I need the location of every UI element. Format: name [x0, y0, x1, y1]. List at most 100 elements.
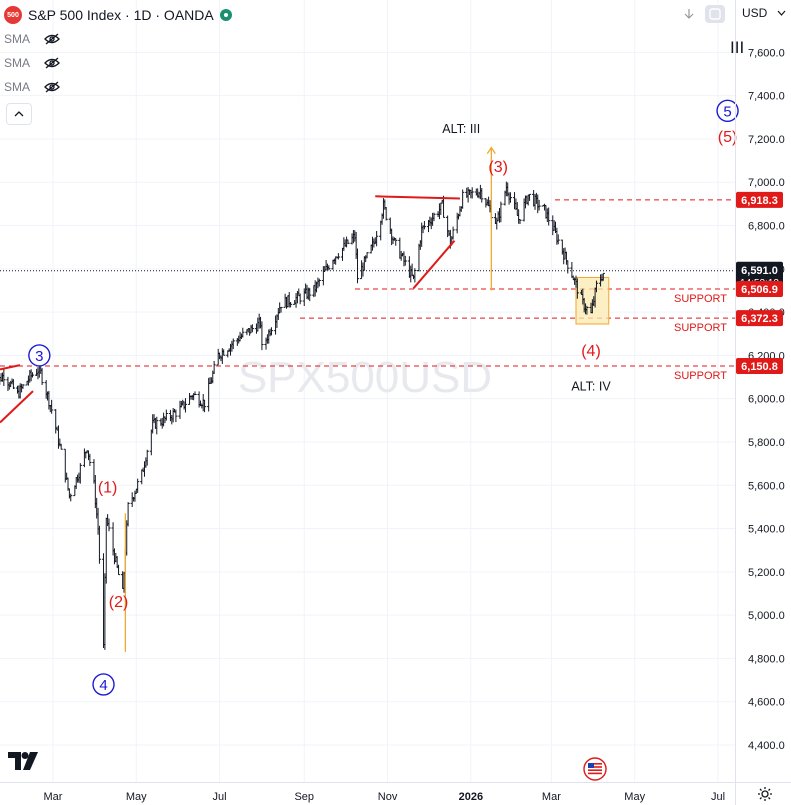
- time-axis-tick: May: [126, 791, 147, 803]
- ohlc-bar: [601, 272, 605, 281]
- support-label: SUPPORT: [674, 293, 727, 305]
- indicator-row[interactable]: SMA: [4, 54, 60, 72]
- chart-top-controls: [683, 5, 725, 23]
- price-level-tag: [736, 191, 783, 208]
- trendline: [412, 240, 456, 289]
- price-levels: [0, 199, 735, 367]
- ohlc-bar: [193, 391, 197, 396]
- price-axis-tick: 4,400.0: [748, 740, 785, 752]
- chart-header: 500 S&P 500 Index · 1D · OANDA: [4, 5, 232, 25]
- time-axis-tick: Jul: [213, 791, 227, 803]
- price-axis-tick: 6,000.0: [748, 394, 785, 406]
- ohlc-bar: [183, 398, 188, 413]
- currency-selector[interactable]: USD: [742, 6, 786, 20]
- time-axis: Mar May Jul Sep Nov 2026 Mar May Jul: [44, 791, 726, 803]
- ohlc-bar: [327, 265, 331, 271]
- arrow-down-icon[interactable]: [683, 8, 695, 20]
- ohlc-bar: [403, 255, 407, 266]
- ohlc-bar: [78, 463, 82, 484]
- ohlc-bar: [384, 207, 388, 221]
- ohlc-bar: [145, 449, 149, 466]
- time-axis-tick: Mar: [542, 791, 561, 803]
- price-level-tag: [736, 280, 783, 297]
- price-axis-tick: 7,200.0: [748, 134, 785, 146]
- annotations-front: SUPPORT SUPPORT SUPPORT 3 4 5 (1) (2) (3) (4) (5) A…: [0, 38, 744, 781]
- ohlc-bar: [461, 189, 465, 209]
- ohlc-bar: [260, 321, 264, 351]
- tradingview-logo[interactable]: [8, 752, 40, 770]
- ohlc-bar: [107, 518, 111, 532]
- snapshot-icon: [709, 8, 721, 20]
- ohlc-bar: [174, 409, 178, 423]
- price-axis-tick: 4,600.0: [748, 697, 785, 709]
- ohlc-bar: [250, 324, 254, 333]
- symbol-title[interactable]: S&P 500 Index · 1D · OANDA: [28, 7, 214, 23]
- wave-label-text: ALT: III: [442, 122, 480, 136]
- support-label: SUPPORT: [674, 370, 727, 382]
- time-axis-tick: Sep: [294, 791, 314, 803]
- price-axis-tick: 4,800.0: [748, 653, 785, 665]
- wave-label-red: (5): [718, 129, 738, 146]
- indicator-label: SMA: [4, 56, 31, 70]
- eye-hidden-icon[interactable]: [44, 81, 60, 93]
- ohlc-bar: [279, 306, 283, 313]
- chevron-down-icon: [777, 10, 786, 16]
- ohlc-bar: [441, 195, 446, 218]
- indicator-row[interactable]: SMA: [4, 78, 60, 96]
- eye-hidden-icon[interactable]: [44, 33, 60, 45]
- ohlc-bar: [594, 280, 599, 293]
- ohlc-bar: [69, 493, 73, 502]
- indicator-label: SMA: [4, 32, 31, 46]
- ohlc-bar: [518, 218, 522, 224]
- gear-icon[interactable]: [757, 786, 773, 802]
- ohlc-bar: [394, 238, 398, 246]
- price-level-value: 6,506.9: [741, 284, 778, 296]
- flag-icon-canton: [588, 763, 594, 768]
- market-status-icon: [219, 9, 232, 21]
- snapshot-button[interactable]: [705, 5, 725, 23]
- time-axis-tick: May: [624, 791, 645, 803]
- price-level-value: 6,150.8: [741, 361, 778, 373]
- wave-label-red: (1): [98, 479, 118, 496]
- ohlc-bar: [231, 338, 235, 350]
- time-axis-tick: Mar: [44, 791, 63, 803]
- ohlc-bar: [346, 239, 350, 245]
- ohlc-bar: [30, 372, 35, 378]
- currency-label: USD: [742, 6, 768, 20]
- price-axis-tick: 5,600.0: [748, 480, 785, 492]
- indicator-label: SMA: [4, 80, 31, 94]
- ohlc-bar: [375, 230, 379, 247]
- ohlc-bar: [508, 192, 513, 203]
- price-level-value: 6,372.3: [741, 313, 778, 325]
- ohlc-bar: [288, 301, 293, 308]
- indicator-row[interactable]: SMA: [4, 30, 60, 48]
- price-bars: [0, 181, 605, 650]
- trendline: [0, 364, 21, 371]
- wave-label-circle: [716, 99, 739, 123]
- wave-label-red: (3): [488, 159, 508, 176]
- price-axis: 4,400.0 4,600.0 4,800.0 5,000.0 5,200.0 5,400…: [748, 47, 785, 752]
- ohlc-bar: [308, 287, 312, 302]
- ohlc-bar: [59, 443, 63, 450]
- price-axis-tick: 7,600.0: [748, 47, 785, 59]
- ohlc-bar: [136, 478, 140, 493]
- ohlc-bar: [585, 305, 589, 315]
- flag-icon-stripe: [588, 772, 602, 775]
- ohlc-bar: [527, 193, 532, 201]
- projection-arrow-head: [486, 146, 496, 154]
- time-axis-tick: Jul: [711, 791, 725, 803]
- ohlc-bar: [365, 252, 369, 259]
- trendline: [375, 195, 460, 200]
- price-axis-tick: 5,400.0: [748, 524, 785, 536]
- price-axis-tick: 5,200.0: [748, 567, 785, 579]
- ohlc-bar: [11, 379, 16, 389]
- collapse-indicators-button[interactable]: [6, 103, 32, 125]
- ohlc-bar: [451, 226, 455, 240]
- eye-hidden-icon[interactable]: [44, 57, 60, 69]
- ohlc-bar: [470, 187, 474, 199]
- ohlc-bar: [212, 360, 216, 374]
- ohlc-bar: [432, 212, 436, 222]
- ohlc-bar: [97, 525, 102, 564]
- ohlc-bar: [88, 453, 92, 467]
